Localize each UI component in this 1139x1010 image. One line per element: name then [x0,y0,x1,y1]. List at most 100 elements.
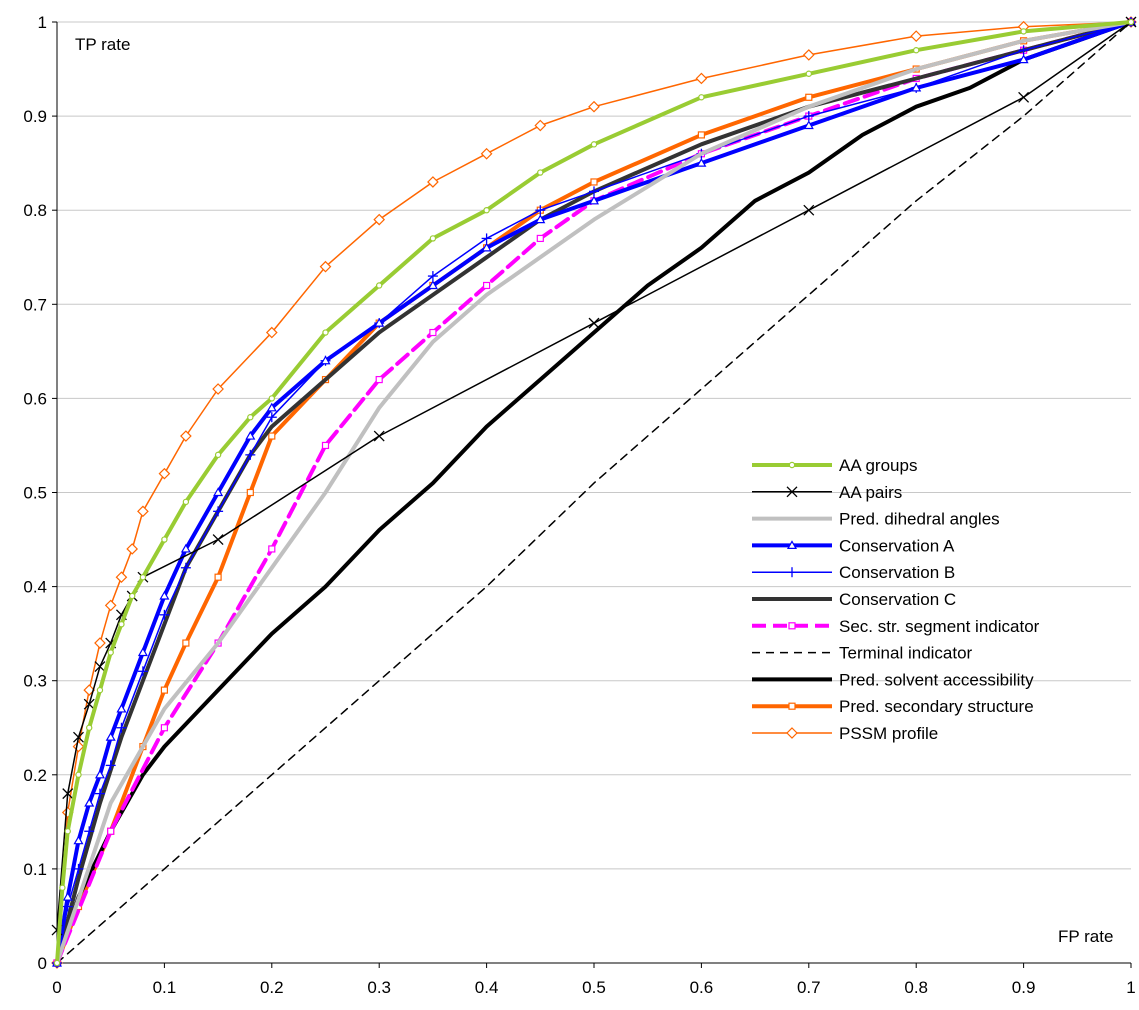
legend-item: Pred. dihedral angles [752,510,1000,529]
data-point [265,326,278,339]
data-point [94,769,105,779]
data-point [116,703,127,713]
series-line [55,20,1133,965]
data-point [84,797,95,807]
data-point [182,639,190,647]
data-point [62,891,73,901]
legend-label: Pred. dihedral angles [839,510,1000,529]
series-line [55,20,1133,965]
data-point [588,195,600,205]
series-aa-groups [53,18,1135,967]
data-point [266,412,277,423]
series-line [56,21,1132,964]
series-line [55,20,1133,965]
data-point [94,788,105,799]
data-point [319,260,332,273]
grid [52,21,1131,964]
data-point [160,686,168,694]
data-point [588,100,600,113]
data-point [910,30,923,42]
x-tick-label: 0.7 [797,978,821,997]
x-tick-label: 0.5 [582,978,606,997]
data-point [64,828,71,835]
series-pred-dihedral-angles [55,20,1133,965]
data-point [212,383,224,395]
data-point [803,111,814,122]
data-point [160,724,168,732]
data-point [787,567,797,578]
data-point [104,599,117,612]
data-point [266,402,277,412]
data-point [268,432,276,440]
data-point [73,863,84,874]
data-point [590,141,598,148]
data-point [427,176,439,188]
data-point [105,760,116,771]
data-point [116,722,127,733]
data-point [128,592,136,600]
data-point [427,271,438,282]
data-point [83,684,96,696]
legend-label: AA groups [839,456,917,475]
data-point [73,731,84,743]
series-line [55,20,1133,965]
data-point [695,72,708,85]
series-conservation-a [51,16,1137,967]
x-tick-label: 0.4 [475,978,499,997]
data-point [137,666,148,677]
data-point [1018,45,1029,56]
data-point [429,235,437,242]
data-point [94,637,106,649]
data-point [213,506,224,517]
data-point [75,771,82,779]
data-point [697,131,706,139]
data-point [483,206,490,214]
data-point [373,213,386,226]
series-pred-solvent-accessibility [55,20,1133,965]
data-point [373,430,385,442]
data-point [96,686,104,694]
data-point [94,661,106,673]
legend-item: Sec. str. segment indicator [752,617,1040,636]
data-point [483,281,491,290]
data-point [159,609,170,620]
data-point [158,467,171,480]
data-point [786,486,798,498]
data-point [139,573,147,581]
legend-label: Pred. secondary structure [839,697,1034,716]
data-point [268,395,275,402]
data-point [247,414,254,421]
y-tick-label: 0.3 [23,672,47,691]
series-group [51,16,1137,969]
data-point [107,827,115,835]
legend-label: AA pairs [839,483,902,502]
data-point [374,317,385,327]
data-point [788,622,796,630]
data-point [246,488,254,497]
data-point [911,82,922,92]
data-point [803,120,814,130]
data-point [481,242,492,252]
x-tick-label: 0.6 [690,978,714,997]
x-tick-label: 0.9 [1012,978,1036,997]
data-point [73,835,84,845]
data-point [159,590,170,600]
data-point [429,328,437,337]
data-point [320,355,331,365]
x-tick-label: 0.1 [153,978,177,997]
data-point [536,234,544,243]
y-tick-label: 0.4 [23,578,47,597]
data-point [1018,54,1029,64]
legend-label: Terminal indicator [839,644,973,663]
data-point [180,543,191,553]
data-point [107,649,114,656]
data-point [535,205,546,216]
legend-label: Pred. solvent accessibility [839,670,1034,689]
x-tick-label: 0.8 [904,978,928,997]
data-point [212,534,224,546]
data-point [245,449,256,460]
data-point [59,884,66,891]
data-point [214,573,222,581]
data-point [180,562,191,573]
legend-label: Conservation C [839,590,956,609]
